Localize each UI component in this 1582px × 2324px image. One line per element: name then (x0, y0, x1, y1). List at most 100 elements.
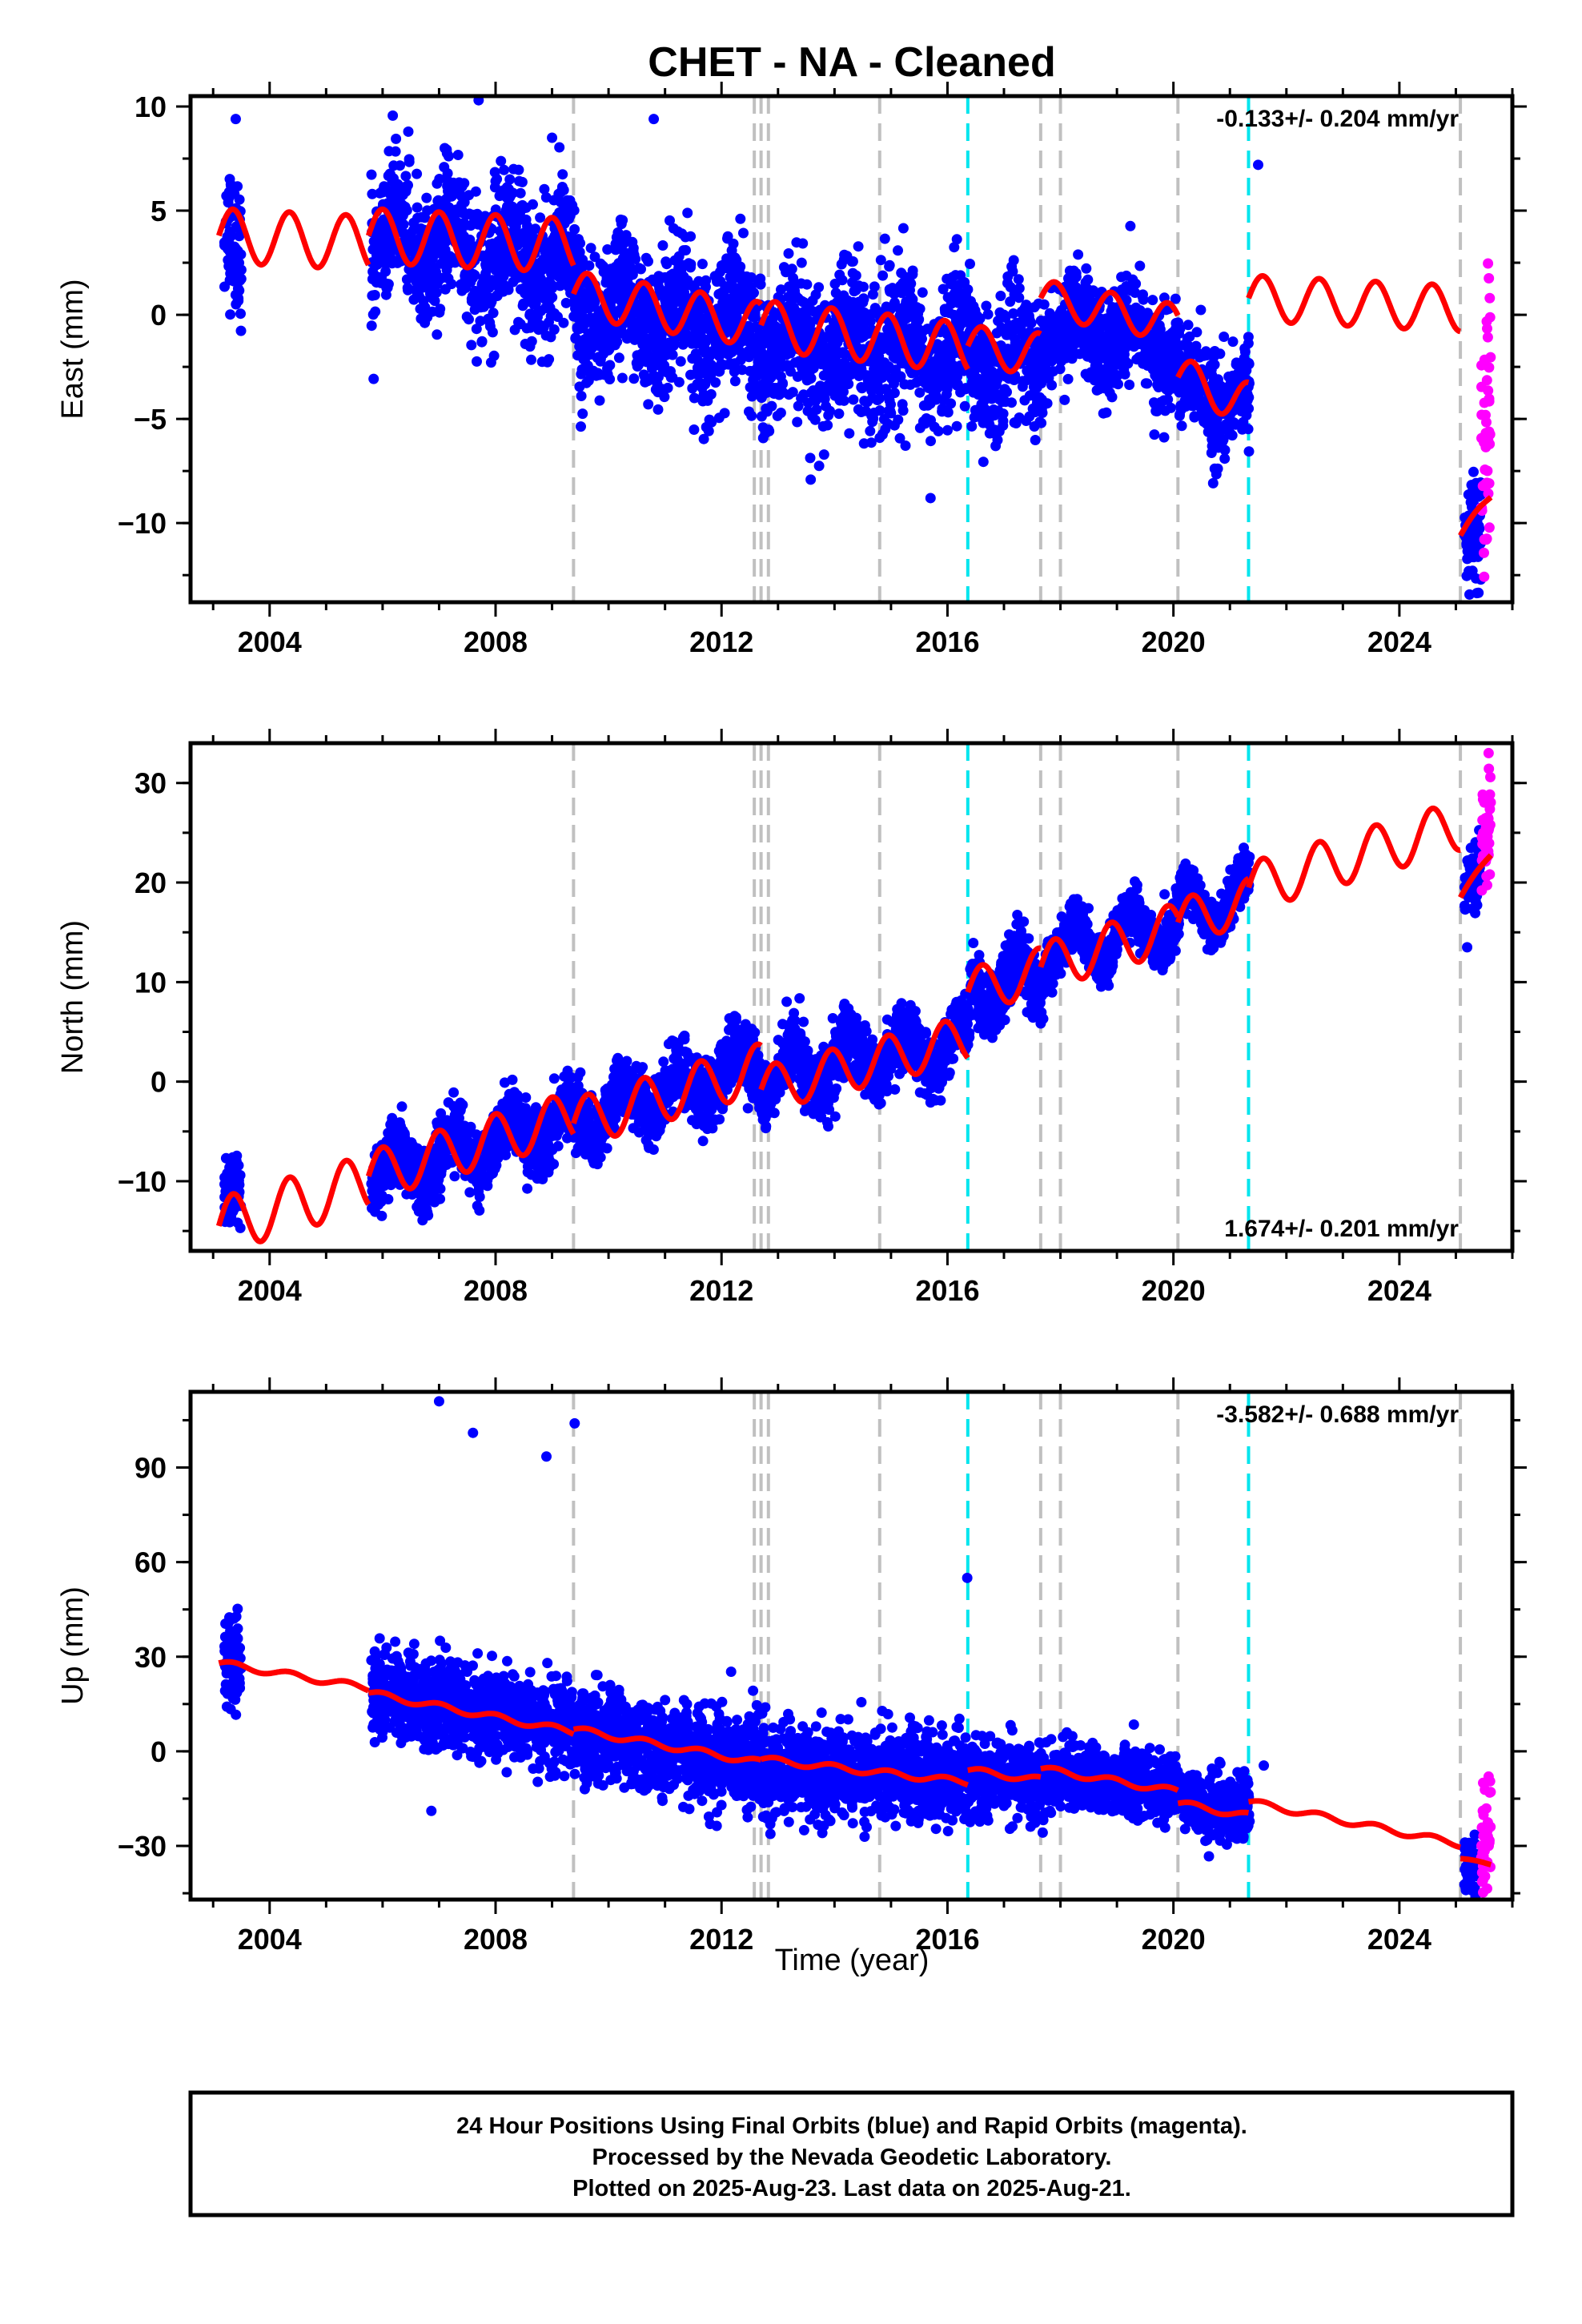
data-point (1219, 453, 1231, 464)
y-tick-label: −5 (134, 403, 167, 436)
data-point (1106, 392, 1118, 403)
data-point (380, 266, 391, 277)
data-point (1202, 404, 1212, 415)
data-point (693, 275, 705, 287)
data-point (791, 237, 802, 248)
data-point (1156, 364, 1167, 375)
data-point (1145, 340, 1156, 352)
data-point (1211, 385, 1222, 396)
data-point (1014, 292, 1025, 304)
data-point (889, 420, 900, 431)
data-point (673, 263, 685, 274)
data-point (1000, 312, 1011, 324)
data-point (520, 287, 531, 299)
data-point (652, 404, 664, 415)
data-point (1031, 401, 1042, 412)
data-point (725, 358, 737, 369)
data-point (541, 286, 552, 297)
data-point (879, 357, 890, 368)
data-point (859, 396, 870, 407)
data-point (469, 285, 480, 296)
data-point (975, 384, 986, 396)
data-point (687, 383, 698, 394)
data-point (785, 348, 796, 359)
data-point (933, 425, 944, 436)
data-point (1482, 323, 1492, 334)
data-point (718, 316, 729, 327)
data-point (782, 301, 793, 312)
data-point (478, 285, 489, 296)
data-point (1227, 336, 1239, 348)
data-point (1124, 380, 1135, 390)
data-point (370, 259, 381, 271)
data-point (661, 259, 673, 270)
data-point (617, 215, 628, 226)
data-point (745, 365, 756, 376)
data-point (231, 243, 241, 254)
y-tick-label: 0 (151, 299, 167, 332)
data-point (1243, 446, 1255, 457)
data-point (737, 271, 749, 282)
x-tick-label: 2020 (1142, 625, 1206, 658)
data-point (865, 378, 876, 389)
data-point (1165, 340, 1176, 352)
data-point (866, 410, 877, 421)
data-point (552, 312, 563, 322)
data-point (492, 255, 504, 266)
data-point (872, 395, 883, 405)
outlier-point (648, 114, 660, 125)
data-point (1473, 587, 1484, 598)
data-point (388, 160, 400, 171)
data-point (1080, 284, 1091, 296)
data-point (996, 322, 1007, 333)
data-point (664, 294, 675, 305)
data-point (797, 366, 809, 377)
data-point (900, 440, 911, 451)
data-point (829, 279, 841, 289)
data-point (1030, 435, 1041, 445)
data-point (479, 252, 490, 263)
data-point (796, 278, 807, 289)
data-point (540, 330, 552, 341)
data-point (473, 1186, 484, 1197)
data-point (585, 243, 596, 254)
data-point (879, 233, 890, 244)
data-point (737, 364, 748, 376)
data-point (1187, 380, 1199, 392)
data-point (548, 1073, 560, 1084)
data-point (1482, 465, 1493, 476)
data-point (1040, 362, 1051, 373)
data-point (614, 304, 625, 316)
data-point (1010, 418, 1022, 428)
data-point (673, 251, 685, 262)
data-point (396, 1101, 408, 1112)
x-tick-label: 2008 (464, 625, 528, 658)
data-point (1223, 420, 1234, 431)
data-point (797, 328, 808, 339)
data-point (982, 411, 993, 421)
data-point (464, 235, 474, 246)
data-point (524, 341, 536, 352)
data-point (408, 294, 420, 305)
data-point (231, 1150, 243, 1161)
data-point (949, 242, 960, 253)
outlier-point (1253, 159, 1263, 171)
data-point (638, 334, 648, 345)
data-point (1207, 434, 1218, 445)
data-point (1039, 321, 1050, 332)
data-point (226, 1212, 237, 1224)
data-point (723, 349, 734, 360)
data-point (1057, 317, 1068, 328)
data-point (865, 437, 877, 448)
data-point (1077, 333, 1087, 344)
data-point (700, 391, 710, 402)
data-point (995, 291, 1006, 301)
data-point (639, 371, 650, 382)
data-point (1241, 397, 1252, 408)
data-point (426, 249, 436, 260)
data-point (593, 322, 604, 333)
data-point (1047, 313, 1058, 324)
data-point (1150, 405, 1162, 416)
data-point (504, 191, 516, 202)
data-point (1461, 570, 1472, 581)
